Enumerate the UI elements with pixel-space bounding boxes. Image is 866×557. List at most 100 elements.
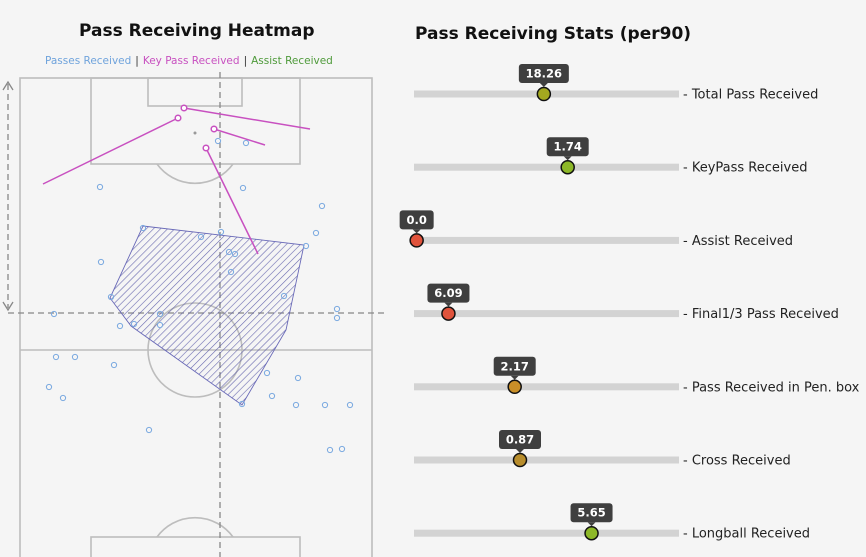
legend-assist-received: Assist Received: [251, 55, 333, 67]
pass-received-point: [239, 184, 247, 192]
stat-value-pointer: [563, 156, 572, 161]
pass-received-point: [263, 369, 271, 377]
pass-received-point: [238, 400, 246, 408]
pass-received-point: [156, 310, 164, 318]
penalty-arc-top: [156, 163, 234, 185]
stat-row: 2.17 - Pass Received in Pen. box: [414, 356, 860, 395]
pass-received-point: [231, 250, 239, 258]
pass-received-point: [145, 426, 153, 434]
pitch-heatmap: [2, 72, 384, 557]
pass-received-point: [110, 361, 118, 369]
key-pass-line: [213, 128, 266, 146]
key-pass-line: [42, 117, 179, 185]
stats-title: Pass Receiving Stats (per90): [415, 24, 692, 44]
stat-marker: [536, 86, 552, 102]
pass-received-point: [268, 392, 276, 400]
pass-received-point: [326, 446, 334, 454]
stat-track: [414, 163, 679, 171]
pass-received-point: [242, 139, 250, 147]
stat-value-pointer: [539, 83, 548, 87]
pass-received-point: [50, 310, 58, 318]
key-pass-line: [205, 147, 259, 255]
pass-received-point: [294, 374, 302, 382]
stat-label: - Longball Received: [683, 527, 810, 542]
stat-track: [414, 90, 679, 98]
stat-value: 6.09: [434, 286, 462, 300]
stat-marker: [409, 233, 424, 248]
penalty-spot: [193, 131, 197, 135]
stat-marker: [512, 452, 528, 468]
stat-track: [414, 236, 679, 244]
key-pass-line: [183, 107, 311, 130]
heatmap-title: Pass Receiving Heatmap: [79, 21, 315, 41]
stat-value-pointer: [516, 449, 524, 453]
stat-value: 0.0: [406, 213, 426, 227]
pass-received-point: [346, 401, 354, 409]
pass-received-point: [217, 228, 225, 236]
pass-received-point: [338, 445, 346, 453]
stat-value-pointer: [412, 229, 421, 234]
stat-value-box: [399, 210, 434, 230]
stat-label: - Assist Received: [683, 234, 793, 249]
pass-received-point: [333, 305, 341, 313]
stat-track: [414, 383, 679, 391]
stat-track: [414, 456, 679, 464]
pass-received-point: [107, 293, 115, 301]
stat-label: - Total Pass Received: [683, 88, 818, 103]
stat-value-box: [499, 430, 541, 449]
pass-received-point: [292, 401, 300, 409]
stat-value: 2.17: [501, 359, 529, 373]
stat-value: 5.65: [577, 506, 605, 520]
stat-value-pointer: [587, 522, 596, 527]
pass-received-point: [45, 383, 53, 391]
stat-row: 0.87 - Cross Received: [414, 430, 791, 469]
penalty-arc-bottom: [156, 516, 234, 538]
stat-value-box: [570, 503, 613, 523]
stat-label: - Final1/3 Pass Received: [683, 307, 839, 322]
pass-received-point: [139, 224, 147, 232]
pass-received-point: [130, 320, 138, 328]
stat-row: 6.09 - Final1/3 Pass Received: [414, 283, 839, 322]
penalty-area-bottom: [90, 536, 301, 557]
stat-value: 18.26: [526, 67, 562, 81]
pass-received-point: [214, 137, 222, 145]
stat-value: 1.74: [554, 140, 582, 154]
stat-label: - KeyPass Received: [683, 161, 807, 176]
legend-key-pass-received: Key Pass Received: [142, 55, 240, 67]
goal-area-top: [147, 77, 243, 107]
pass-received-point: [312, 229, 320, 237]
pass-received-point: [52, 353, 60, 361]
stat-marker: [507, 379, 522, 395]
stat-row: 18.26 - Total Pass Received: [414, 64, 818, 103]
pass-received-point: [280, 292, 288, 300]
stat-value-box: [518, 64, 569, 83]
stat-track: [414, 529, 679, 537]
pass-received-point: [302, 242, 310, 250]
pass-received-point: [197, 233, 205, 241]
distance-arrow-heads: [2, 80, 14, 312]
key-pass-end-point: [180, 104, 188, 112]
legend-separator: |: [135, 55, 139, 67]
stat-value-box: [427, 283, 470, 303]
key-pass-lines: [42, 104, 311, 255]
key-pass-end-point: [202, 144, 210, 152]
pass-received-point: [156, 321, 164, 329]
pass-received-point: [227, 268, 235, 276]
pass-received-point: [318, 202, 326, 210]
stat-marker: [560, 159, 575, 175]
pass-received-point: [96, 183, 104, 191]
stat-value-pointer: [510, 375, 519, 380]
pass-received-point: [333, 314, 341, 322]
pass-received-point: [59, 394, 67, 402]
stat-row: 5.65 - Longball Received: [414, 503, 810, 542]
stat-track: [414, 310, 679, 318]
stat-marker: [584, 525, 599, 541]
key-pass-end-point: [210, 125, 218, 133]
legend-passes-received: Passes Received: [45, 55, 132, 67]
pass-received-point: [116, 322, 124, 330]
pass-received-point: [97, 258, 105, 266]
passes-received-points: [45, 137, 354, 454]
stat-value-pointer: [444, 302, 453, 307]
penalty-area-top: [90, 77, 301, 165]
stat-marker: [441, 306, 456, 321]
